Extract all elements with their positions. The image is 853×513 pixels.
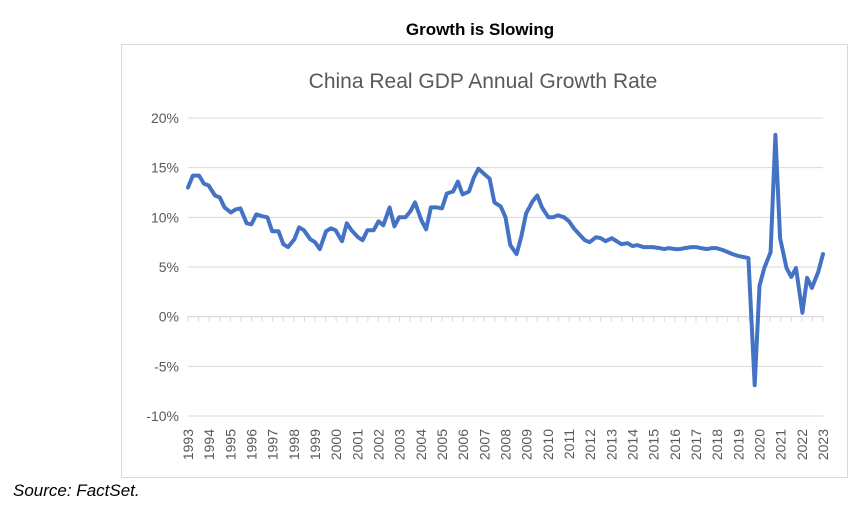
x-tick-label: 1998 (286, 429, 302, 460)
source-note: Source: FactSet. (13, 481, 140, 500)
y-tick-label: -5% (154, 358, 179, 374)
series-layer (186, 132, 825, 388)
x-tick-label: 2007 (476, 429, 492, 460)
line-chart: China Real GDP Annual Growth Rate 20% 15%… (146, 70, 831, 460)
x-axis-ticks: 1993 1994 1995 1996 1997 1998 1999 2000 2001 2002… (180, 316, 831, 460)
x-tick-label: 2019 (730, 429, 746, 460)
x-tick-label: 1993 (180, 429, 196, 460)
x-tick-label: 1994 (201, 429, 217, 460)
y-tick-label: 5% (159, 259, 179, 275)
header-title: Growth is Slowing (405, 20, 555, 39)
y-tick-label: 10% (151, 209, 179, 225)
x-tick-label: 2002 (371, 429, 387, 460)
y-tick-label: 0% (159, 309, 179, 325)
x-tick-label: 1999 (307, 429, 323, 460)
series-line (186, 132, 825, 388)
x-tick-label: 2020 (752, 429, 768, 460)
x-tick-label: 2004 (413, 429, 429, 460)
x-tick-label: 2017 (688, 429, 704, 460)
x-tick-label: 1996 (244, 429, 260, 460)
x-tick-label: 1997 (265, 429, 281, 460)
y-tick-label: -10% (146, 408, 179, 424)
y-axis-ticks: 20% 15% 10% 5% 0% -5% -10% (146, 110, 179, 424)
y-tick-label: 20% (151, 110, 179, 126)
chart-container: China Real GDP Annual Growth Rate 20% 15%… (121, 44, 848, 478)
x-tick-label: 1995 (222, 429, 238, 460)
x-tick-label: 2005 (434, 429, 450, 460)
x-tick-label: 2008 (498, 429, 514, 460)
x-tick-label: 2009 (519, 429, 535, 460)
x-tick-label: 2012 (582, 429, 598, 460)
x-tick-label: 2022 (794, 429, 810, 460)
y-tick-label: 15% (151, 160, 179, 176)
chart-title: China Real GDP Annual Growth Rate (309, 70, 658, 93)
x-tick-label: 2011 (561, 429, 577, 459)
x-tick-label: 2014 (625, 429, 641, 460)
x-tick-label: 2023 (815, 429, 831, 460)
x-tick-label: 2021 (773, 429, 789, 460)
x-tick-label: 2018 (709, 429, 725, 460)
x-tick-label: 2000 (328, 429, 344, 460)
x-tick-label: 2016 (667, 429, 683, 460)
x-tick-label: 2010 (540, 429, 556, 460)
x-tick-label: 2003 (392, 429, 408, 460)
x-tick-label: 2015 (646, 429, 662, 460)
x-tick-label: 2001 (349, 429, 365, 460)
gridlines (188, 117, 823, 417)
x-tick-label: 2006 (455, 429, 471, 460)
x-tick-label: 2013 (603, 429, 619, 460)
